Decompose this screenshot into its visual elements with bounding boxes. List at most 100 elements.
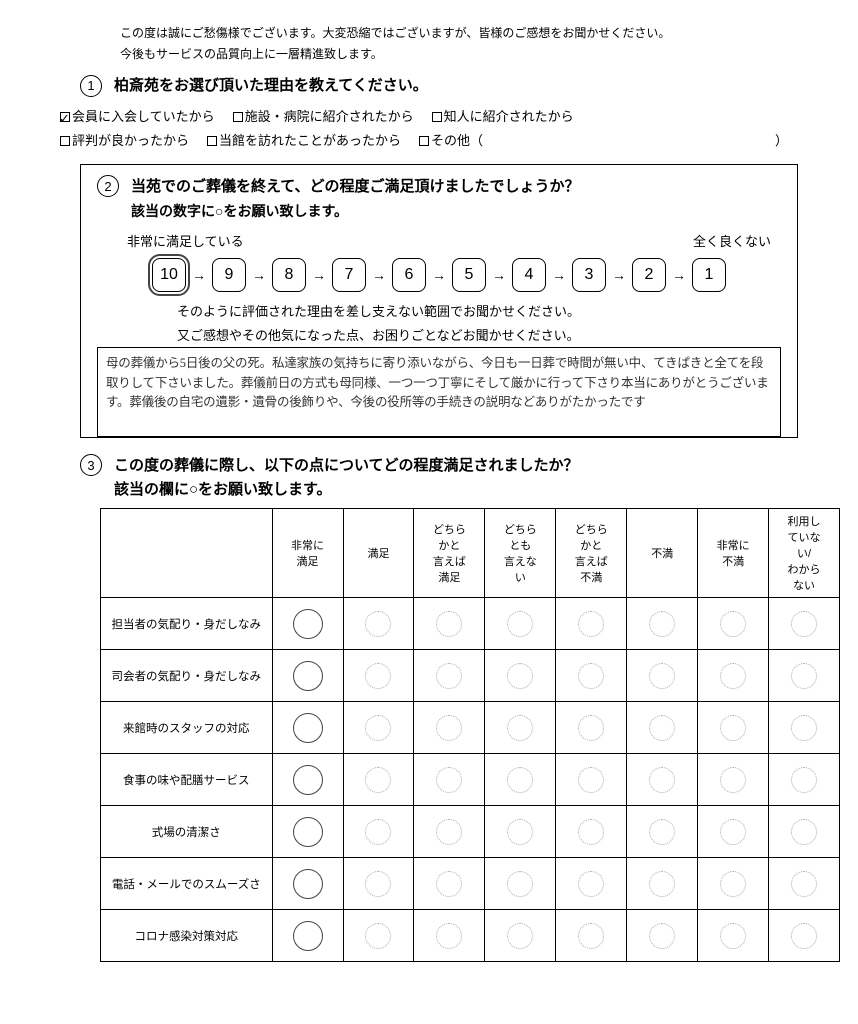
arrow-icon: → [372, 267, 386, 283]
rating-cell[interactable] [627, 858, 698, 910]
rating-cell[interactable] [627, 754, 698, 806]
dotted-circle-icon [365, 715, 391, 741]
scale-number[interactable]: 7 [332, 258, 366, 292]
q1-number: 1 [80, 75, 102, 97]
rating-cell[interactable] [414, 806, 485, 858]
scale-number[interactable]: 9 [212, 258, 246, 292]
scale-number[interactable]: 6 [392, 258, 426, 292]
rating-cell[interactable] [485, 702, 556, 754]
scale-number[interactable]: 1 [692, 258, 726, 292]
rating-cell[interactable] [343, 910, 414, 962]
rating-cell[interactable] [627, 598, 698, 650]
dotted-circle-icon [649, 767, 675, 793]
rating-cell[interactable] [485, 910, 556, 962]
rating-cell[interactable] [485, 598, 556, 650]
q1-header: 1 柏斎苑をお選び頂いた理由を教えてください。 [80, 74, 818, 97]
rating-cell[interactable] [698, 598, 769, 650]
q1-option[interactable]: 評判が良かったから [60, 129, 189, 154]
rating-cell[interactable] [627, 806, 698, 858]
scale-number[interactable]: 10 [152, 258, 186, 292]
rating-cell[interactable] [627, 910, 698, 962]
checkbox-icon[interactable] [60, 112, 70, 122]
row-header: 式場の清潔さ [101, 806, 273, 858]
scale-number[interactable]: 8 [272, 258, 306, 292]
rating-cell[interactable] [272, 858, 343, 910]
rating-cell[interactable] [556, 598, 627, 650]
rating-cell[interactable] [556, 702, 627, 754]
rating-cell[interactable] [272, 598, 343, 650]
dotted-circle-icon [649, 871, 675, 897]
rating-cell[interactable] [556, 650, 627, 702]
rating-cell[interactable] [698, 806, 769, 858]
rating-cell[interactable] [343, 806, 414, 858]
q3-title-l2: 該当の欄に○をお願い致します。 [114, 481, 332, 498]
column-header: 満足 [343, 509, 414, 598]
q1-option[interactable]: 施設・病院に紹介されたから [233, 105, 414, 130]
q2-title: 当苑でのご葬儀を終えて、どの程度ご満足頂けましたでしょうか？ [131, 175, 580, 196]
rating-cell[interactable] [414, 858, 485, 910]
scale-number[interactable]: 3 [572, 258, 606, 292]
dotted-circle-icon [720, 611, 746, 637]
checkbox-icon[interactable] [60, 136, 70, 146]
scale-number[interactable]: 5 [452, 258, 486, 292]
q1-option[interactable]: 知人に紹介されたから [432, 105, 574, 130]
rating-cell[interactable] [769, 650, 840, 702]
dotted-circle-icon [365, 871, 391, 897]
dotted-circle-icon [791, 663, 817, 689]
q1-option[interactable]: 会員に入会していたから [60, 105, 215, 130]
dotted-circle-icon [791, 767, 817, 793]
rating-cell[interactable] [769, 754, 840, 806]
rating-cell[interactable] [627, 650, 698, 702]
rating-cell[interactable] [272, 806, 343, 858]
rating-cell[interactable] [272, 754, 343, 806]
rating-cell[interactable] [698, 650, 769, 702]
rating-cell[interactable] [343, 598, 414, 650]
rating-cell[interactable] [485, 806, 556, 858]
scale-number[interactable]: 2 [632, 258, 666, 292]
rating-cell[interactable] [769, 910, 840, 962]
dotted-circle-icon [507, 663, 533, 689]
dotted-circle-icon [365, 663, 391, 689]
checkbox-icon[interactable] [207, 136, 217, 146]
rating-cell[interactable] [343, 650, 414, 702]
scale-number[interactable]: 4 [512, 258, 546, 292]
rating-cell[interactable] [698, 910, 769, 962]
rating-cell[interactable] [698, 754, 769, 806]
rating-cell[interactable] [414, 702, 485, 754]
q1-option[interactable]: その他（ [419, 129, 483, 154]
rating-cell[interactable] [414, 754, 485, 806]
checkbox-icon[interactable] [233, 112, 243, 122]
rating-cell[interactable] [343, 754, 414, 806]
rating-cell[interactable] [698, 702, 769, 754]
rating-cell[interactable] [272, 910, 343, 962]
rating-cell[interactable] [485, 650, 556, 702]
dotted-circle-icon [365, 819, 391, 845]
row-header: 担当者の気配り・身だしなみ [101, 598, 273, 650]
q2-sub: 該当の数字に○をお願い致します。 [131, 201, 781, 221]
rating-cell[interactable] [272, 650, 343, 702]
dotted-circle-icon [649, 923, 675, 949]
rating-cell[interactable] [556, 806, 627, 858]
rating-cell[interactable] [272, 702, 343, 754]
rating-cell[interactable] [414, 650, 485, 702]
rating-cell[interactable] [769, 806, 840, 858]
q1-option[interactable]: 当館を訪れたことがあったから [207, 129, 401, 154]
rating-cell[interactable] [769, 702, 840, 754]
rating-cell[interactable] [556, 858, 627, 910]
rating-cell[interactable] [343, 858, 414, 910]
rating-cell[interactable] [414, 910, 485, 962]
scale-left-label: 非常に満足している [127, 231, 244, 250]
dotted-circle-icon [436, 923, 462, 949]
rating-cell[interactable] [698, 858, 769, 910]
rating-cell[interactable] [769, 598, 840, 650]
rating-cell[interactable] [556, 910, 627, 962]
rating-cell[interactable] [485, 858, 556, 910]
checkbox-icon[interactable] [419, 136, 429, 146]
rating-cell[interactable] [769, 858, 840, 910]
rating-cell[interactable] [343, 702, 414, 754]
rating-cell[interactable] [627, 702, 698, 754]
checkbox-icon[interactable] [432, 112, 442, 122]
rating-cell[interactable] [556, 754, 627, 806]
rating-cell[interactable] [414, 598, 485, 650]
rating-cell[interactable] [485, 754, 556, 806]
